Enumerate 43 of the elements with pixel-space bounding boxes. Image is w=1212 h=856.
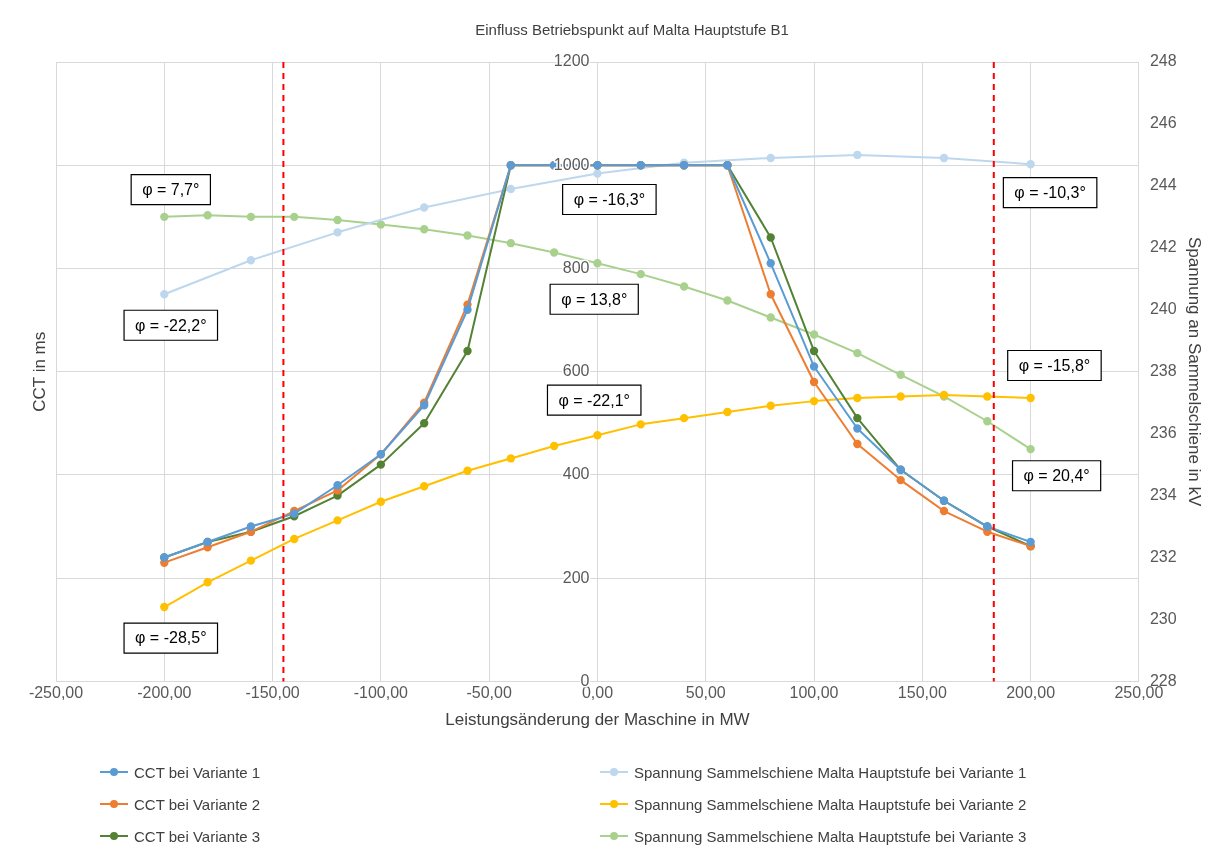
y-axis-title: CCT in ms	[29, 331, 49, 412]
y-tick-label: 800	[562, 258, 590, 276]
annotation: φ = -28,5°	[135, 629, 207, 647]
y2-tick-label: 248	[1149, 52, 1177, 70]
y2-tick-label: 236	[1149, 424, 1177, 442]
annotation: φ = 20,4°	[1023, 467, 1090, 485]
y2-tick-label: 234	[1149, 485, 1177, 503]
legend-label: CCT bei Variante 3	[134, 827, 261, 845]
y2-tick-label: 232	[1149, 547, 1177, 565]
annotation: φ = 7,7°	[142, 181, 200, 198]
annotation: φ = -15,8°	[1018, 356, 1091, 374]
chart-title: Einfluss Betriebspunkt auf Malta Hauptstufe B1	[475, 21, 789, 39]
legend-label: CCT bei Variante 2	[134, 795, 261, 813]
y-tick-label: 1200	[553, 52, 590, 70]
legend-label: Spannung Sammelschiene Malta Hauptstufe bei Variante 1	[634, 763, 1027, 781]
x-tick-label: -150,00	[245, 684, 300, 702]
y2-tick-label: 244	[1149, 176, 1177, 194]
legend-label: Spannung Sammelschiene Malta Hauptstufe bei Variante 3	[634, 827, 1027, 845]
y2-tick-label: 230	[1149, 609, 1177, 627]
y2-tick-label: 238	[1149, 362, 1177, 380]
y2-tick-label: 246	[1149, 114, 1177, 132]
x-tick-label: 50,00	[685, 684, 726, 702]
y2-axis-title: Spannung an Sammelschiene in kV	[1185, 237, 1205, 508]
x-tick-label: -100,00	[353, 684, 409, 702]
annotation: φ = -16,3°	[573, 190, 646, 208]
x-tick-label: -200,00	[137, 684, 192, 702]
y-tick-label: 400	[562, 465, 590, 483]
annotation: φ = -22,1°	[558, 391, 630, 409]
y-tick-label: 600	[562, 362, 590, 380]
x-axis-title: Leistungsänderung der Maschine in MW	[445, 710, 750, 730]
y2-tick-label: 240	[1149, 300, 1177, 318]
x-tick-label: 200,00	[1006, 684, 1056, 702]
annotation: φ = -22,2°	[135, 316, 207, 334]
annotation: φ = -10,3°	[1014, 184, 1086, 202]
legend-label: Spannung Sammelschiene Malta Hauptstufe bei Variante 2	[634, 795, 1027, 813]
y-tick-label: 200	[562, 568, 590, 586]
annotation: φ = 13,8°	[561, 290, 628, 308]
y2-tick-label: 242	[1149, 238, 1177, 256]
x-tick-label: 150,00	[897, 684, 947, 702]
legend-label: CCT bei Variante 1	[134, 763, 261, 781]
x-tick-label: -50,00	[466, 684, 512, 702]
x-tick-label: -250,00	[28, 684, 84, 702]
x-tick-label: 100,00	[789, 684, 839, 702]
